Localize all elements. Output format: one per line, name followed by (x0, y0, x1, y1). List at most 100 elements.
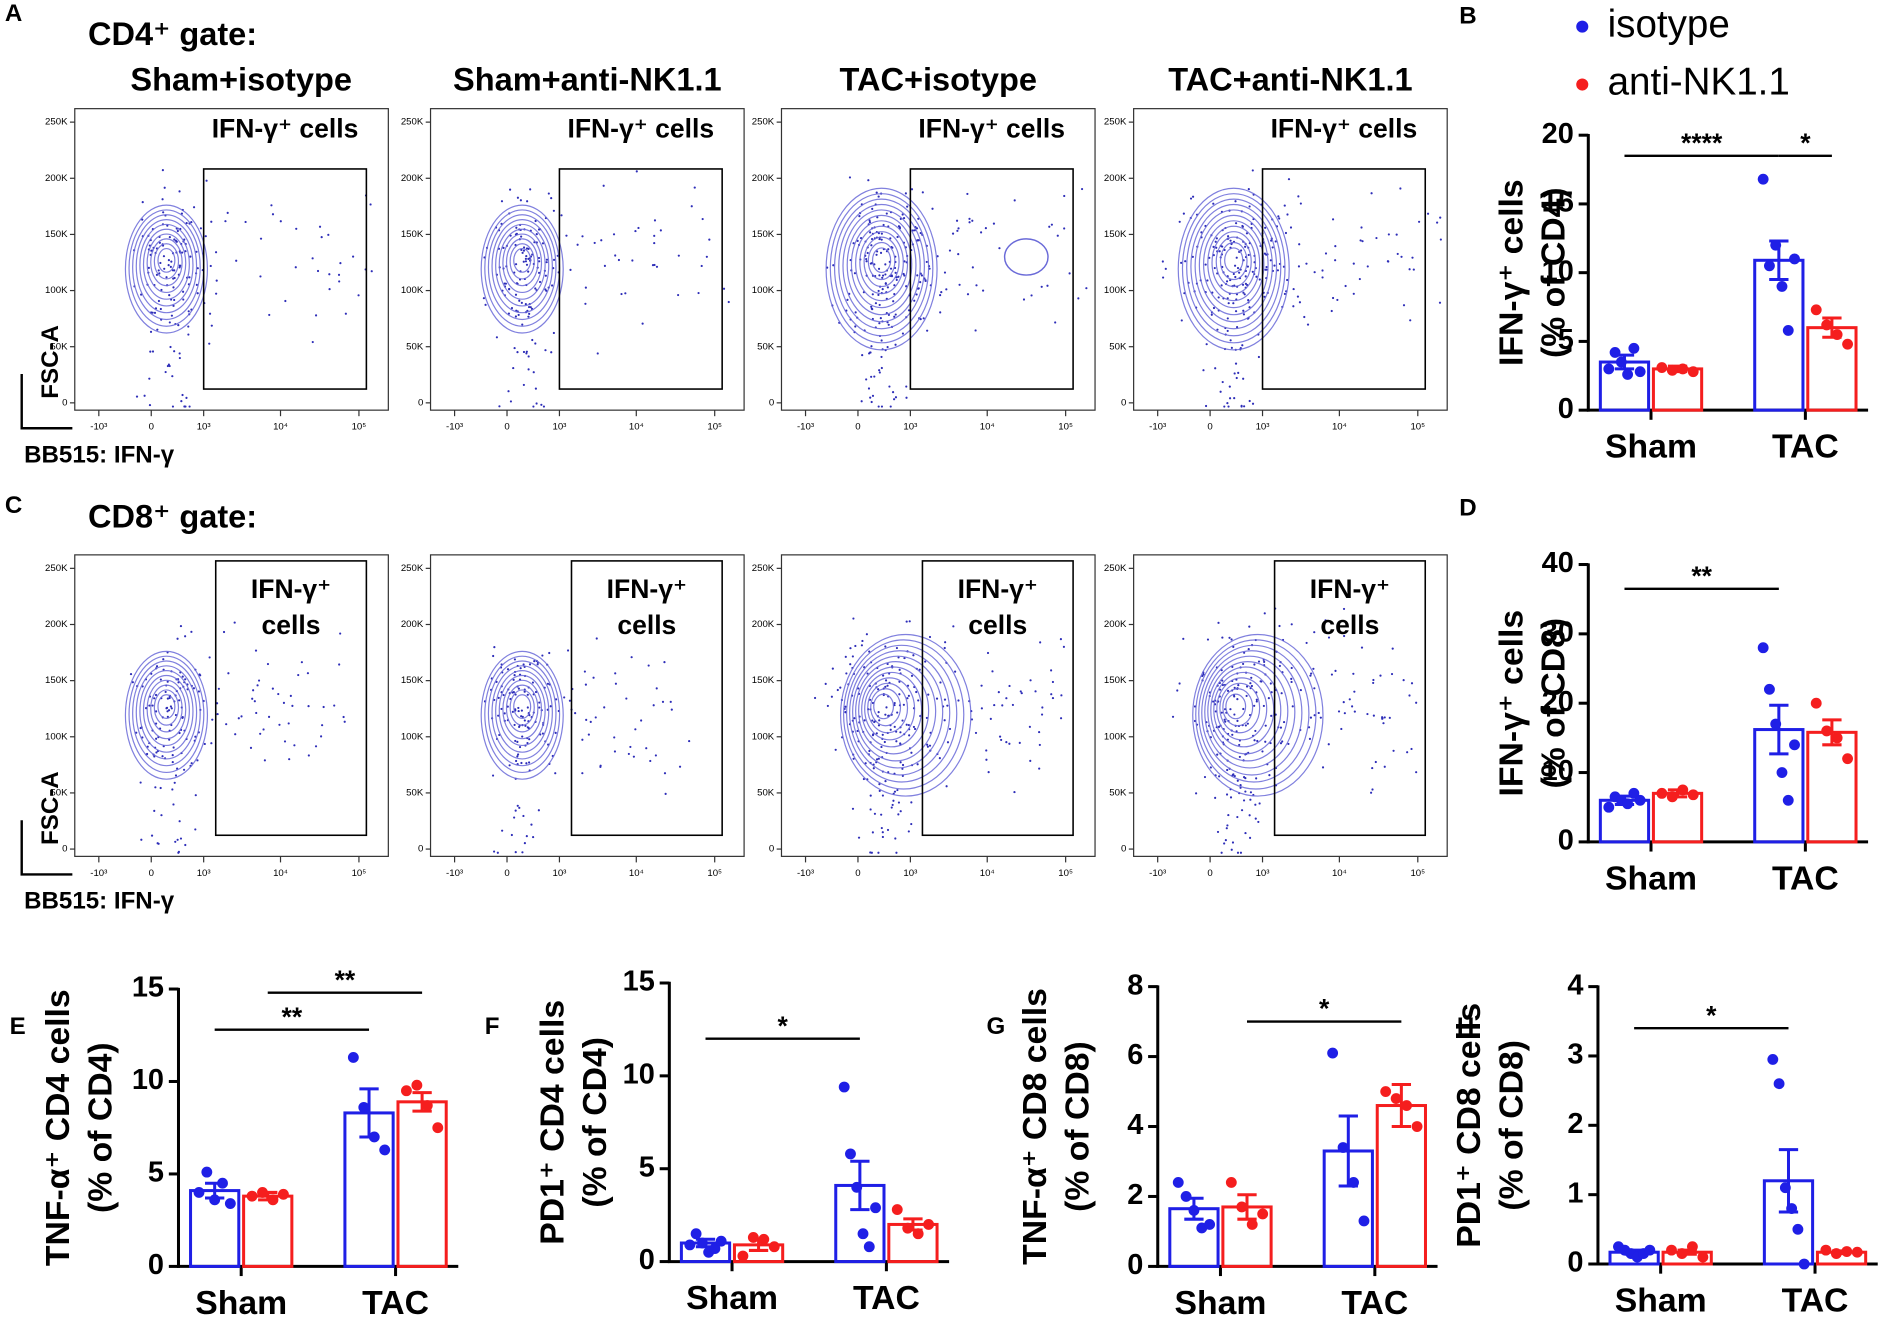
event-dot (1229, 796, 1233, 799)
event-dot (899, 810, 902, 813)
contour (867, 241, 896, 281)
data-point (1609, 346, 1621, 358)
event-dot (172, 746, 175, 749)
panel-letter: E (10, 1013, 26, 1040)
event-dot (523, 719, 526, 722)
data-point (758, 1233, 770, 1245)
event-dot (1279, 742, 1283, 745)
event-dot (1226, 297, 1229, 300)
event-dot (204, 235, 207, 238)
event-dot (1214, 367, 1217, 370)
data-point (347, 1052, 359, 1063)
events (1161, 169, 1442, 408)
event-dot (878, 369, 881, 372)
x-tick-label: 10⁴ (629, 868, 644, 879)
event-dot (1244, 245, 1247, 248)
event-dot (1391, 647, 1394, 650)
y-tick-label: 10 (1542, 255, 1574, 287)
event-dot (875, 191, 878, 194)
contour (146, 679, 187, 740)
x-tick-label: 10³ (1256, 868, 1271, 879)
data-point (1779, 1182, 1791, 1194)
event-dot (1399, 187, 1402, 190)
data-point (709, 1243, 721, 1255)
event-dot (982, 289, 985, 292)
event-dot (153, 809, 156, 812)
contour (873, 693, 895, 720)
y-tick-label: 0 (1121, 397, 1126, 408)
event-dot (1264, 226, 1267, 229)
y-axis-label: (% of CD4) (576, 1037, 614, 1208)
event-dot (641, 322, 644, 325)
data-point (891, 1204, 903, 1216)
event-dot (1248, 399, 1251, 403)
contour (1198, 644, 1310, 783)
y-tick-label: 8 (1127, 969, 1143, 1001)
data-point (1603, 363, 1615, 375)
data-point (1676, 1248, 1688, 1260)
data-point (1842, 753, 1854, 765)
event-dot (1234, 275, 1237, 279)
event-dot (249, 746, 253, 749)
event-dot (158, 272, 161, 275)
contour (1198, 214, 1269, 316)
data-point (715, 1235, 727, 1247)
event-dot (357, 294, 360, 297)
legend-label: isotype (1608, 3, 1730, 46)
event-dot (1176, 689, 1179, 692)
event-dot (1244, 282, 1247, 285)
event-dot (894, 343, 897, 346)
x-tick-label: 10⁵ (1058, 868, 1073, 879)
event-dot (985, 749, 988, 752)
event-dot (1277, 215, 1280, 218)
event-dot (1236, 851, 1240, 854)
event-dot (178, 699, 181, 702)
event-dot (244, 220, 247, 224)
event-dot (342, 715, 345, 719)
event-dot (952, 625, 955, 628)
event-dot (844, 705, 847, 708)
event-dot (537, 256, 541, 260)
event-dot (159, 261, 162, 265)
event-dot (1273, 264, 1276, 267)
data-point (193, 1187, 205, 1198)
event-dot (1203, 775, 1207, 779)
event-dot (338, 663, 341, 666)
event-dot (894, 837, 897, 840)
event-dot (176, 767, 179, 770)
event-dot (293, 744, 296, 747)
gate-label: cells (262, 610, 321, 640)
event-dot (864, 762, 867, 765)
y-tick-label: 200K (45, 619, 68, 630)
x-tick-label: 0 (504, 868, 509, 879)
event-dot (902, 703, 905, 706)
event-dot (513, 346, 516, 350)
event-dot (892, 300, 895, 303)
panel-title: TAC+anti-NK1.1 (1168, 62, 1412, 98)
event-dot (880, 238, 883, 241)
gate (1273, 560, 1427, 837)
data-point (1770, 718, 1782, 730)
event-dot (945, 785, 948, 788)
event-dot (215, 292, 218, 295)
event-dot (178, 352, 181, 355)
x-tick-label: 10³ (197, 422, 212, 433)
event-dot (870, 305, 873, 308)
event-dot (946, 741, 950, 744)
x-tick-label: 10⁵ (707, 868, 722, 879)
event-dot (614, 254, 617, 257)
event-dot (255, 711, 258, 715)
event-dot (1313, 271, 1316, 274)
data-point (1789, 739, 1800, 751)
event-dot (958, 283, 961, 286)
event-dot (971, 219, 974, 222)
event-dot (907, 723, 910, 727)
event-dot (839, 686, 842, 689)
event-dot (141, 218, 144, 221)
event-dot (904, 192, 907, 195)
event-dot (901, 332, 905, 335)
data-point (1656, 362, 1668, 373)
y-axis-label: (% of CD8) (1535, 618, 1573, 789)
plot-frame (780, 554, 1096, 857)
